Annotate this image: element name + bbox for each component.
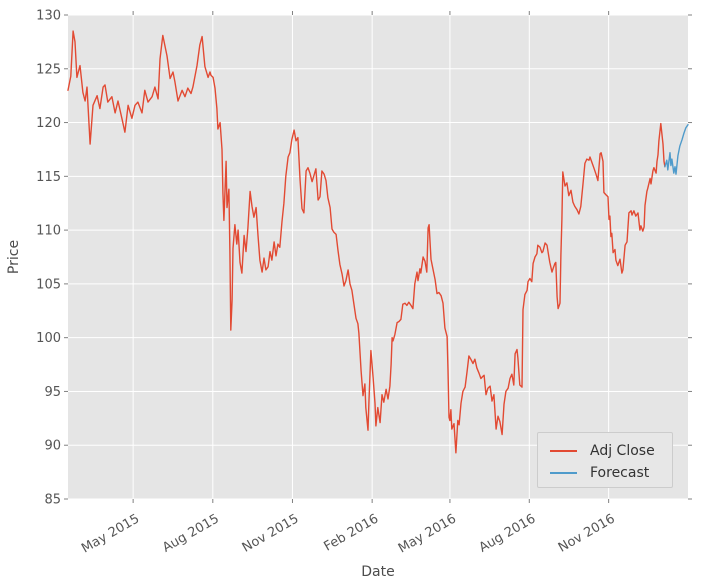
y-tick-label: 120 xyxy=(36,116,61,131)
forecast-line xyxy=(664,123,689,175)
y-axis-label: Price xyxy=(6,240,22,274)
adj-close-line-swatch xyxy=(550,450,577,452)
y-tick-label: 90 xyxy=(44,439,61,454)
x-tick-label: Nov 2015 xyxy=(240,511,302,555)
x-axis-label: Date xyxy=(361,564,394,580)
forecast-line-swatch xyxy=(550,472,577,474)
legend-item-adj-close: Adj Close xyxy=(550,440,672,462)
y-tick-label: 100 xyxy=(36,331,61,346)
legend-label-adj-close: Adj Close xyxy=(590,443,655,459)
y-tick-label: 125 xyxy=(36,62,61,77)
y-tick-label: 115 xyxy=(36,170,61,185)
plot-background xyxy=(68,15,688,499)
y-tick-label: 130 xyxy=(36,9,61,24)
y-tick-label: 95 xyxy=(44,385,61,400)
x-tick-label: Feb 2016 xyxy=(321,511,381,554)
legend-item-forecast: Forecast xyxy=(550,462,672,484)
y-tick-label: 110 xyxy=(36,224,61,239)
x-tick-label: Nov 2016 xyxy=(556,511,618,555)
x-tick-label: May 2016 xyxy=(396,511,459,556)
x-tick-label: May 2015 xyxy=(79,511,142,556)
y-tick-label: 85 xyxy=(44,493,61,508)
x-tick-label: Aug 2016 xyxy=(477,511,539,555)
y-tick-label: 105 xyxy=(36,277,61,292)
adj-close-line xyxy=(67,30,666,454)
legend-label-forecast: Forecast xyxy=(590,465,650,481)
x-tick-label: Aug 2015 xyxy=(160,511,222,555)
legend: Adj Close Forecast xyxy=(537,432,673,488)
